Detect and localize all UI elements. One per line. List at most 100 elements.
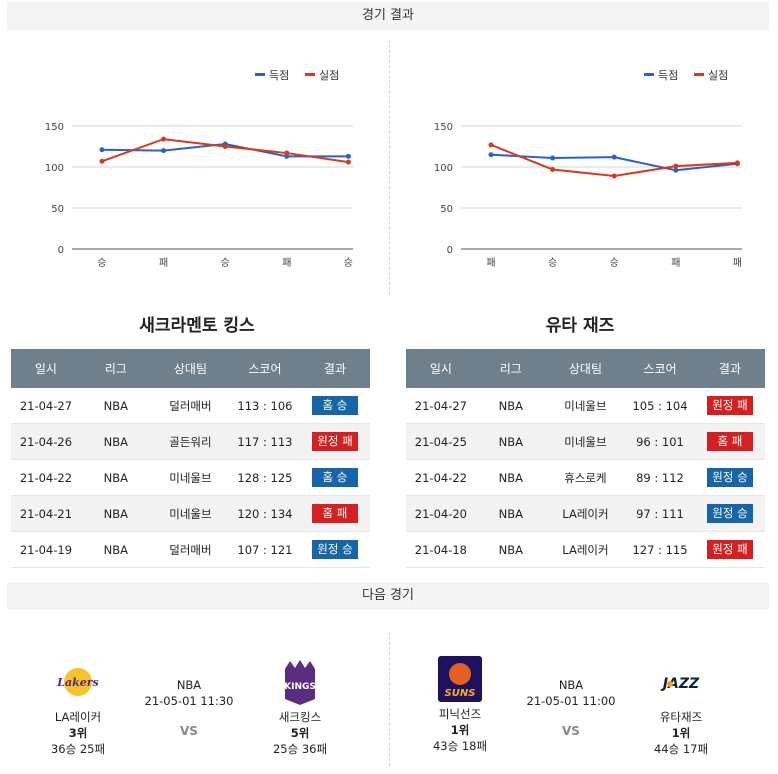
opponent-cell: 미네울브 [150, 495, 230, 532]
team-title-utah: 유타 재즈 [545, 316, 615, 336]
team-record: 36승 25패 [50, 742, 106, 756]
data-point [611, 173, 617, 179]
result-badge: 홈 패 [311, 504, 358, 523]
score-cell: 107 : 121 [229, 531, 300, 568]
result-badge: 홈 패 [706, 432, 753, 451]
col-league: 리그 [80, 349, 151, 388]
date-cell: 21-04-20 [406, 495, 476, 532]
next-divider [389, 632, 390, 766]
data-point [673, 167, 679, 173]
result-badge: 홈 승 [311, 396, 358, 415]
data-point [345, 159, 351, 165]
team-name: 새크킹스 [278, 710, 322, 724]
date-cell: 21-04-19 [11, 531, 81, 568]
legend-label: 실점 [319, 69, 339, 82]
result-badge: 원정 패 [706, 396, 753, 415]
data-point [161, 148, 167, 154]
next-game-2-away[interactable]: JAZZ 유타재즈 1위 44승 17패 [641, 657, 721, 757]
opponent-cell: 골든워리 [150, 423, 230, 460]
charts-divider [389, 40, 390, 295]
data-point [488, 142, 494, 148]
col-date: 일시 [11, 349, 81, 388]
result-cell: 원정 패 [299, 423, 370, 460]
date-cell: 21-04-22 [406, 459, 476, 496]
table-row: 21-04-22 NBA 미네울브 128 : 125 홈 승 [11, 459, 370, 496]
results-section-title: 경기 결과 [7, 2, 769, 30]
legend-swatch [305, 73, 315, 76]
table-row: 21-04-26 NBA 골든워리 117 : 113 원정 패 [11, 423, 370, 460]
legend-swatch [255, 73, 265, 76]
x-tick-label: 패 [486, 257, 495, 269]
y-tick-label: 150 [45, 122, 64, 133]
col-league: 리그 [475, 349, 546, 388]
col-result: 결과 [299, 349, 370, 388]
next-game-1-home[interactable]: Lakers LA레이커 3위 36승 25패 [38, 657, 118, 757]
date-cell: 21-04-21 [11, 495, 81, 532]
score-cell: 89 : 112 [625, 459, 695, 496]
game-datetime: 21-05-01 11:00 [526, 694, 616, 708]
x-tick-label: 승 [610, 257, 619, 269]
team-rank: 1위 [450, 723, 470, 737]
data-point [488, 152, 494, 158]
score-cell: 105 : 104 [625, 388, 695, 424]
result-badge: 원정 패 [311, 432, 358, 451]
result-badge: 원정 패 [706, 540, 753, 559]
x-tick-label: 패 [159, 257, 168, 269]
next-game-1-away[interactable]: KINGS 새크킹스 5위 25승 36패 [260, 657, 340, 757]
date-cell: 21-04-27 [406, 388, 476, 424]
result-badge: 원정 승 [311, 540, 358, 559]
league-cell: NBA [80, 495, 151, 532]
result-cell: 홈 승 [299, 459, 370, 496]
next-section-title: 다음 경기 [7, 582, 769, 610]
x-tick-label: 승 [548, 257, 557, 269]
date-cell: 21-04-25 [406, 423, 476, 460]
result-badge: 원정 승 [706, 468, 753, 487]
date-cell: 21-04-26 [11, 423, 81, 460]
result-cell: 홈 패 [694, 423, 765, 460]
y-tick-label: 100 [45, 163, 64, 174]
opponent-cell: 덜러매버 [150, 531, 230, 568]
x-tick-label: 패 [282, 257, 291, 269]
next-game-2-info: NBA 21-05-01 11:00 [511, 677, 631, 709]
game-datetime: 21-05-01 11:30 [144, 694, 234, 708]
opponent-cell: 미네울브 [150, 459, 230, 496]
league-cell: NBA [475, 495, 546, 532]
data-point [161, 136, 167, 142]
result-badge: 원정 승 [706, 504, 753, 523]
league-cell: NBA [80, 388, 151, 424]
score-cell: 127 : 115 [625, 531, 695, 568]
x-tick-label: 패 [671, 257, 680, 269]
table-row: 21-04-25 NBA 미네울브 96 : 101 홈 패 [406, 423, 765, 460]
result-cell: 원정 패 [694, 388, 765, 424]
x-tick-label: 승 [344, 257, 353, 269]
league-cell: NBA [475, 531, 546, 568]
utah-results-table: 일시 리그 상대팀 스코어 결과 21-04-27 NBA 미네울브 105 : 10… [406, 349, 765, 568]
result-cell: 원정 승 [299, 531, 370, 568]
y-tick-label: 100 [434, 163, 453, 174]
vs-label: VS [180, 724, 198, 738]
data-point [345, 153, 351, 159]
suns-logo-text: SUNS [445, 688, 476, 699]
jazz-logo: JAZZ [660, 676, 700, 692]
opponent-cell: 덜러매버 [150, 388, 230, 424]
team-rank: 3위 [68, 726, 88, 740]
opponent-cell: 휴스로케 [545, 459, 626, 496]
opponent-cell: 미네울브 [545, 423, 626, 460]
league-cell: NBA [475, 388, 546, 424]
col-opponent: 상대팀 [150, 349, 230, 388]
x-tick-label: 패 [733, 257, 742, 269]
col-result: 결과 [694, 349, 765, 388]
result-cell: 홈 승 [299, 388, 370, 424]
y-tick-label: 50 [440, 204, 453, 215]
result-cell: 원정 승 [694, 495, 765, 532]
col-date: 일시 [406, 349, 476, 388]
data-point [222, 144, 228, 149]
data-point [550, 155, 556, 161]
team-name: 유타재즈 [659, 710, 703, 724]
table-row: 21-04-27 NBA 덜러매버 113 : 106 홈 승 [11, 388, 370, 424]
league-cell: NBA [80, 459, 151, 496]
data-point [550, 166, 556, 172]
next-game-2-home[interactable]: SUNS 피닉선즈 1위 43승 18패 [420, 654, 500, 754]
league-label: NBA [558, 678, 584, 692]
x-tick-label: 승 [221, 257, 230, 269]
